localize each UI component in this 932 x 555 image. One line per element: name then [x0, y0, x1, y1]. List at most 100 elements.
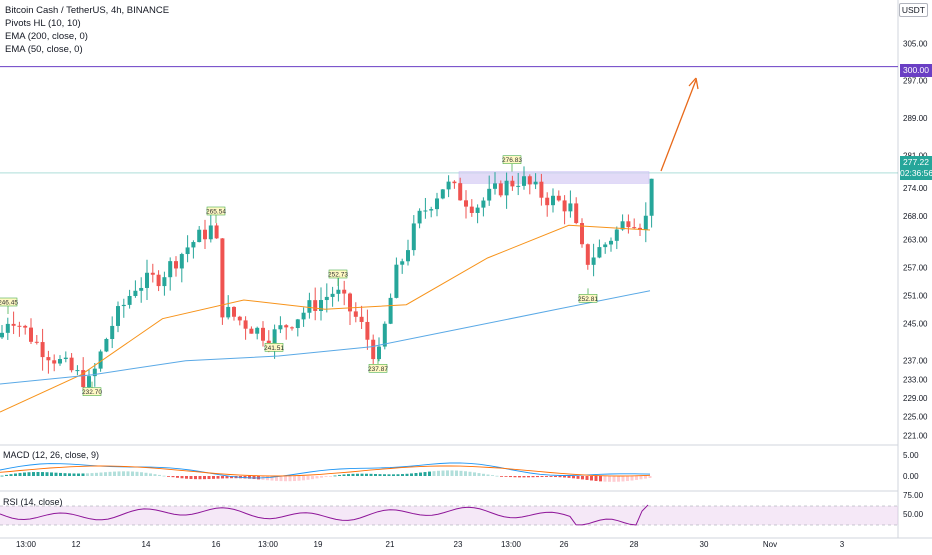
- projection-arrow-line: [660, 79, 697, 172]
- indicator-ema200[interactable]: EMA (200, close, 0): [5, 31, 88, 42]
- candle-body: [272, 329, 277, 346]
- macd-bar: [549, 476, 553, 477]
- candle-body: [208, 225, 213, 240]
- candle-body: [29, 327, 33, 342]
- candle-body: [562, 200, 567, 212]
- macd-bar: [311, 476, 314, 480]
- macd-bar: [185, 476, 188, 479]
- candle-body: [81, 370, 86, 388]
- time-tick-label: 19: [314, 540, 323, 549]
- candle-body: [127, 295, 132, 305]
- candle-body: [417, 210, 422, 224]
- candle-body: [464, 200, 468, 207]
- macd-bar: [266, 476, 269, 481]
- macd-bar: [54, 472, 58, 476]
- macd-bar: [248, 476, 251, 479]
- time-tick-label: Nov: [763, 540, 777, 549]
- candle-body: [121, 304, 126, 307]
- candle-body: [359, 316, 364, 322]
- indicator-pivots[interactable]: Pivots HL (10, 10): [5, 18, 81, 29]
- candle-body: [232, 306, 236, 317]
- macd-bar: [77, 473, 80, 476]
- macd-bar: [581, 476, 584, 480]
- macd-bar: [315, 476, 319, 479]
- macd-bar: [594, 476, 598, 481]
- candle-body: [58, 359, 62, 364]
- candle-body: [394, 264, 399, 298]
- macd-bar: [207, 476, 211, 480]
- macd-bar: [513, 476, 517, 478]
- pivot-label-text: 232.70: [82, 389, 102, 396]
- macd-bar: [212, 476, 215, 479]
- time-tick-label: 12: [72, 540, 81, 549]
- indicator-ema50[interactable]: EMA (50, close, 0): [5, 44, 83, 55]
- macd-bar: [383, 474, 386, 476]
- candle-body: [382, 323, 387, 347]
- candle-body: [597, 247, 602, 258]
- rsi-label[interactable]: RSI (14, close): [3, 497, 63, 507]
- currency-selector[interactable]: USDT: [898, 3, 928, 17]
- macd-bar: [356, 473, 359, 476]
- symbol-title[interactable]: Bitcoin Cash / TetherUS, 4h, BINANCE: [5, 5, 170, 16]
- candle-body: [493, 183, 497, 189]
- candle-body: [638, 227, 642, 230]
- pivot-label-box: [368, 364, 388, 373]
- macd-bar: [36, 472, 40, 476]
- macd-bar: [414, 473, 418, 476]
- macd-tick-label: 0.00: [903, 472, 919, 481]
- macd-bar: [333, 475, 337, 477]
- macd-bar: [131, 471, 134, 476]
- pivot-label-box: [264, 343, 284, 352]
- candle-body: [632, 227, 637, 229]
- rsi-tick-label: 75.00: [903, 491, 924, 500]
- target-price-badge: 300.00: [900, 64, 932, 77]
- price-tick-label: 297.00: [903, 77, 928, 86]
- macd-bar: [68, 473, 71, 476]
- candle-body: [330, 293, 335, 297]
- macd-bar: [405, 473, 409, 476]
- candle-body: [411, 223, 416, 251]
- pivot-label-text: 252.81: [578, 296, 598, 303]
- candle-body: [539, 181, 544, 198]
- pivot-label-box: [502, 155, 522, 164]
- candle-body: [307, 300, 312, 313]
- candles-group: [0, 166, 654, 391]
- candle-body: [533, 181, 538, 185]
- macd-bar: [198, 476, 202, 480]
- macd-bar: [558, 476, 562, 478]
- candle-body: [620, 221, 625, 230]
- candle-body: [324, 296, 329, 301]
- candle-body: [139, 287, 144, 291]
- pivot-label-text: 241.51: [264, 345, 284, 352]
- macd-bar: [297, 476, 301, 481]
- macd-bar: [450, 470, 454, 476]
- macd-bar: [171, 476, 175, 478]
- candle-body: [609, 240, 613, 245]
- macd-bar: [288, 476, 292, 482]
- macd-bar: [153, 474, 157, 476]
- macd-bar: [162, 475, 166, 477]
- macd-bar: [189, 476, 193, 479]
- macd-bar: [95, 472, 98, 476]
- candle-body: [168, 261, 173, 278]
- price-tick-label: 245.00: [903, 319, 928, 328]
- candle-body: [614, 229, 619, 241]
- macd-bar: [144, 472, 148, 476]
- projection-arrow-head: [688, 77, 699, 90]
- candle-body: [481, 200, 486, 208]
- pivot-label-box: [328, 269, 348, 279]
- pivot-label-text: 246.45: [0, 300, 18, 307]
- macd-bar: [18, 472, 22, 476]
- macd-bar: [504, 476, 508, 477]
- macd-label[interactable]: MACD (12, 26, close, 9): [3, 450, 100, 460]
- candle-body: [174, 261, 178, 269]
- macd-bar: [225, 476, 229, 479]
- candle-body: [0, 332, 4, 338]
- macd-bar: [527, 476, 530, 478]
- macd-bar: [351, 473, 355, 476]
- candle-body: [458, 183, 463, 201]
- macd-bar: [122, 471, 125, 476]
- time-tick-label: 3: [840, 540, 845, 549]
